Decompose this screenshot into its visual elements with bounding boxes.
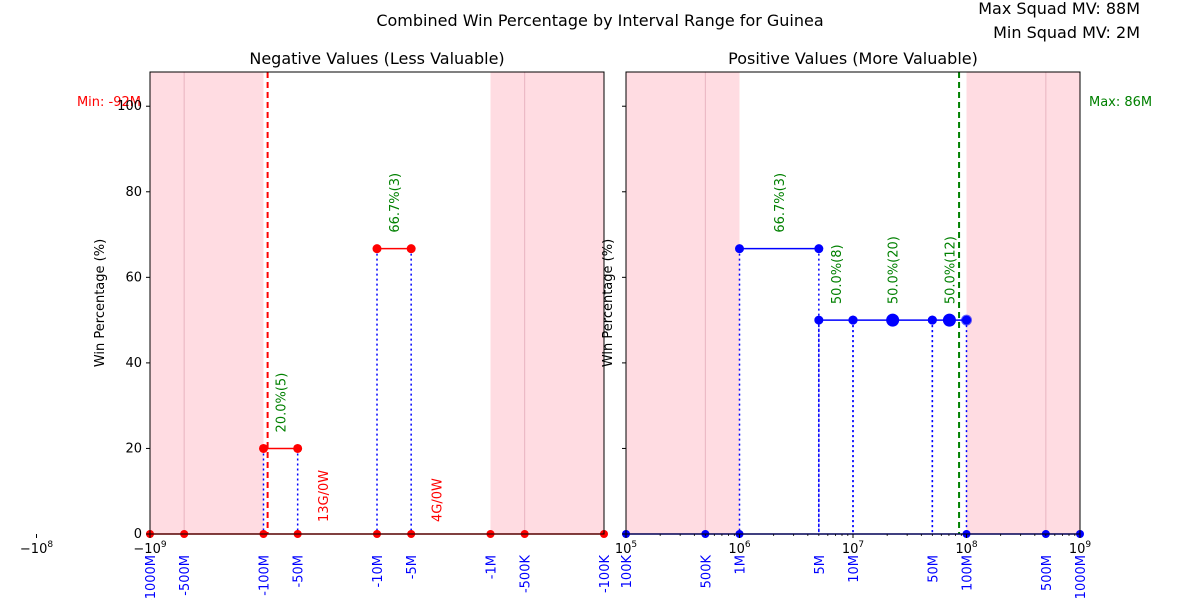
y-tick-label: 0 — [134, 527, 142, 542]
interval-label: 100M — [961, 555, 976, 591]
win-annotation: 50.0%(20) — [887, 236, 902, 304]
interval-label: 50M — [926, 555, 941, 583]
win-point — [848, 315, 858, 325]
interval-label: -1M — [485, 555, 500, 579]
max-squad-label: Max Squad MV: 88M — [978, 0, 1140, 18]
figure-title: Combined Win Percentage by Interval Rang… — [376, 11, 823, 30]
negative-panel: Negative Values (Less Valuable) Win Perc… — [20, 49, 613, 600]
y-tick-label: 60 — [125, 270, 142, 285]
interval-label: 5M — [813, 555, 828, 575]
interval-label: 1M — [734, 555, 749, 575]
interval-label: 500M — [1040, 555, 1055, 591]
positive-panel: Positive Values (More Valuable) Win Perc… — [601, 49, 1152, 599]
interval-label: -1000M — [144, 555, 159, 600]
win-point — [293, 443, 303, 453]
win-annotation: 50.0%(12) — [943, 236, 958, 304]
shaded-range — [966, 72, 1080, 534]
min-squad-label: Min Squad MV: 2M — [993, 23, 1140, 42]
x-tick-label: 106 — [728, 540, 751, 557]
positive-panel-title: Positive Values (More Valuable) — [728, 49, 978, 68]
interval-label: -50M — [292, 555, 307, 587]
games-wins-annotation: 13G/0W — [317, 470, 332, 522]
plot-frame — [149, 71, 605, 535]
y-tick-label: 20 — [125, 441, 142, 456]
win-midpoint — [942, 313, 956, 327]
interval-label: -5M — [405, 555, 420, 579]
negative-panel-title: Negative Values (Less Valuable) — [249, 49, 504, 68]
x-tick-label: −109 — [133, 540, 166, 557]
win-point — [814, 244, 824, 254]
win-annotation: 66.7%(3) — [388, 173, 403, 233]
x-tick-label: 109 — [1069, 540, 1092, 557]
win-annotation: 66.7%(3) — [773, 173, 788, 233]
interval-label: -500M — [178, 555, 193, 596]
y-tick-label: 40 — [125, 356, 142, 371]
games-wins-annotation: 4G/0W — [430, 478, 445, 522]
y-tick-label: 100 — [117, 99, 142, 114]
win-point — [406, 244, 416, 254]
shaded-range — [150, 72, 264, 534]
win-midpoint — [886, 313, 900, 327]
interval-label: 500K — [699, 555, 714, 589]
interval-label: -500K — [519, 555, 534, 594]
shaded-range — [626, 72, 740, 534]
win-point — [814, 315, 824, 325]
win-annotation: 20.0%(5) — [275, 373, 290, 433]
x-tick-label: 107 — [842, 540, 864, 557]
win-point — [259, 443, 268, 453]
win-annotation: 50.0%(8) — [830, 244, 845, 304]
max-line-label: Max: 86M — [1089, 95, 1152, 110]
x-tick-label: −108 — [20, 540, 53, 557]
boundary-point — [961, 314, 972, 326]
win-point — [735, 244, 744, 254]
interval-label: -100M — [258, 555, 273, 596]
x-tick-label: 108 — [955, 540, 978, 557]
y-axis-label-left: Win Percentage (%) — [93, 239, 108, 367]
win-point — [927, 315, 937, 325]
y-axis-label-right: Win Percentage (%) — [601, 239, 616, 367]
interval-label: -10M — [371, 555, 386, 587]
interval-label: 1000M — [1074, 555, 1089, 599]
interval-label: 10M — [847, 555, 862, 583]
interval-label: 100K — [620, 555, 635, 589]
x-tick-label: 105 — [615, 540, 637, 557]
min-line-label: Min: -92M — [77, 95, 141, 110]
interval-label: -100K — [598, 555, 613, 594]
win-point — [372, 244, 382, 254]
y-tick-label: 80 — [125, 185, 142, 200]
shaded-range — [490, 72, 604, 534]
